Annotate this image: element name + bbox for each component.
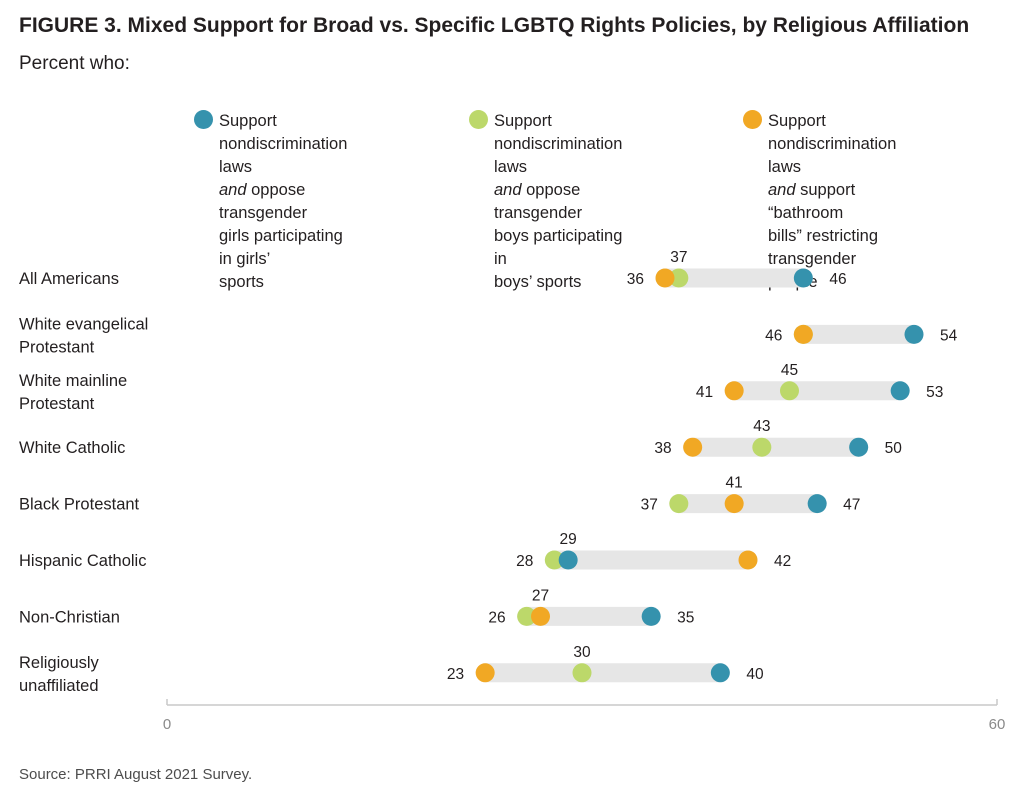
value-label-girls_sports: 29 xyxy=(560,531,577,548)
value-label-bathroom_bills: 23 xyxy=(447,666,464,683)
category-label: Non-Christian xyxy=(19,608,120,626)
data-point-girls_sports xyxy=(793,268,813,288)
value-label-boys_sports: 43 xyxy=(753,418,770,435)
data-point-girls_sports xyxy=(890,381,910,401)
data-point-bathroom_bills xyxy=(655,268,675,288)
value-label-boys_sports: 45 xyxy=(781,362,798,379)
data-point-girls_sports xyxy=(807,494,827,514)
data-point-girls_sports xyxy=(904,324,924,344)
chart-title: FIGURE 3. Mixed Support for Broad vs. Sp… xyxy=(19,14,970,37)
data-point-boys_sports xyxy=(572,663,592,683)
data-point-bathroom_bills xyxy=(724,381,744,401)
data-point-bathroom_bills xyxy=(793,324,813,344)
value-label-girls_sports: 53 xyxy=(926,384,943,401)
value-label-girls_sports: 54 xyxy=(940,327,958,344)
value-label-boys_sports: 46 xyxy=(765,327,782,344)
value-label-girls_sports: 50 xyxy=(885,440,903,457)
value-label-girls_sports: 35 xyxy=(677,609,694,626)
value-label-girls_sports: 46 xyxy=(829,271,846,288)
data-point-boys_sports xyxy=(544,550,564,570)
data-point-bathroom_bills xyxy=(738,550,758,570)
value-label-bathroom_bills: 41 xyxy=(726,475,743,492)
value-label-bathroom_bills: 36 xyxy=(627,271,644,288)
legend-text: Support nondiscrimination laws and oppos… xyxy=(219,112,348,291)
value-label-boys_sports: 37 xyxy=(641,497,658,514)
category-label: Black Protestant xyxy=(19,496,140,514)
data-point-bathroom_bills xyxy=(724,494,744,514)
data-point-bathroom_bills xyxy=(531,606,550,626)
category-label: Hispanic Catholic xyxy=(19,552,146,570)
value-label-boys_sports: 30 xyxy=(573,644,591,661)
data-point-boys_sports xyxy=(780,381,799,401)
value-label-girls_sports: 40 xyxy=(746,666,764,683)
chart-subtitle: Percent who: xyxy=(19,53,130,74)
data-point-boys_sports xyxy=(669,268,689,288)
value-label-bathroom_bills: 38 xyxy=(654,440,671,457)
data-point-boys_sports xyxy=(752,437,772,457)
legend-dot-orange xyxy=(743,110,762,129)
value-label-bathroom_bills: 42 xyxy=(774,553,791,570)
value-label-bathroom_bills: 41 xyxy=(696,384,713,401)
data-point-boys_sports xyxy=(669,494,689,514)
data-point-girls_sports xyxy=(641,606,661,626)
category-label: All Americans xyxy=(19,270,119,288)
value-label-boys_sports: 37 xyxy=(670,249,687,266)
data-point-girls_sports xyxy=(558,550,578,570)
value-label-girls_sports: 47 xyxy=(843,497,860,514)
data-point-girls_sports xyxy=(710,663,730,683)
legend-dot-blue xyxy=(194,110,213,129)
data-point-bathroom_bills xyxy=(475,663,495,683)
category-label: White mainline Protestant xyxy=(19,372,127,413)
x-tick-label: 0 xyxy=(163,716,171,733)
value-label-boys_sports: 28 xyxy=(516,553,533,570)
legend-text: Support nondiscrimination laws and oppos… xyxy=(494,112,623,291)
value-label-boys_sports: 26 xyxy=(488,609,505,626)
source-note: Source: PRRI August 2021 Survey. xyxy=(19,766,253,783)
legend-text: Support nondiscrimination laws and suppo… xyxy=(768,112,897,291)
category-label: Religiously unaffiliated xyxy=(19,654,100,695)
data-point-boys_sports xyxy=(517,606,537,626)
legend-dot-green xyxy=(469,110,488,129)
data-point-bathroom_bills xyxy=(683,437,703,457)
value-label-bathroom_bills: 27 xyxy=(532,587,549,604)
category-label: White evangelical Protestant xyxy=(19,315,148,356)
data-point-girls_sports xyxy=(849,437,869,457)
category-label: White Catholic xyxy=(19,439,125,457)
x-tick-label: 60 xyxy=(989,716,1006,733)
